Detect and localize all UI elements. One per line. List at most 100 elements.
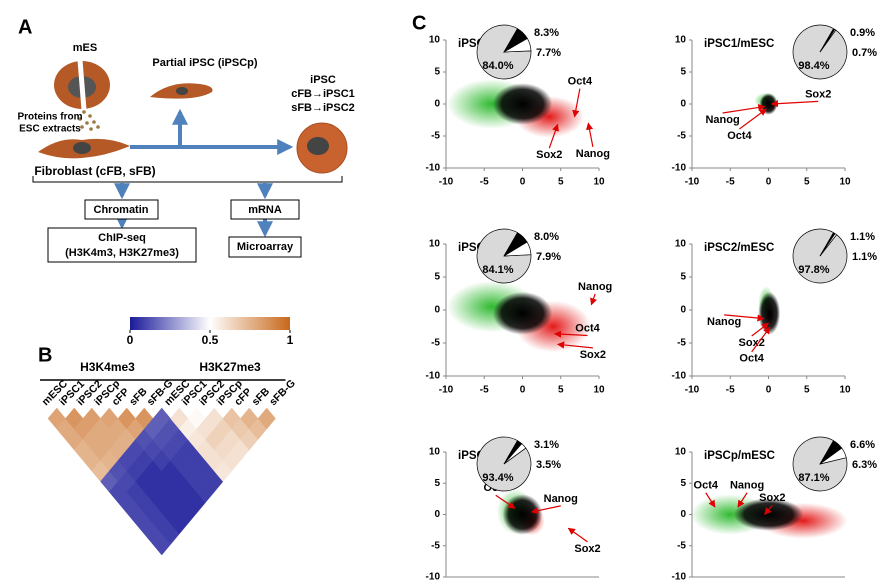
pie-label: 1.1% [852, 251, 877, 263]
pie-slice [503, 37, 532, 53]
annotation: Nanog [707, 316, 741, 328]
y-tick-label: 10 [429, 239, 441, 250]
y-tick-label: -10 [426, 163, 441, 174]
annotation: Nanog [730, 480, 764, 492]
label: Fibroblast (cFB, sFB) [34, 164, 155, 178]
x-tick-label: 5 [804, 177, 810, 188]
x-tick-label: 0 [520, 177, 526, 188]
pie-label: 7.7% [536, 47, 561, 59]
box [47, 227, 197, 263]
pie-label: 8.0% [534, 231, 559, 243]
pie-label: 93.4% [482, 472, 513, 484]
y-tick-label: -10 [672, 572, 687, 583]
annotation: Sox2 [805, 88, 831, 100]
cut [77, 59, 87, 111]
y-tick-label: 5 [434, 272, 440, 283]
annotation: Oct4 [568, 76, 593, 88]
pie-label: 84.1% [482, 264, 513, 276]
y-tick-label: 10 [675, 447, 687, 458]
pie-slice [819, 28, 837, 53]
x-tick-label: 5 [558, 385, 564, 396]
x-tick-label: 5 [804, 385, 810, 396]
label: ChIP-seq [98, 232, 146, 244]
pie-label: 6.6% [850, 439, 875, 451]
chart-title: iPSC1/mESC [704, 38, 774, 50]
pie-label: 84.0% [482, 60, 513, 72]
y-tick-label: -5 [431, 338, 440, 349]
label: Chromatin [94, 204, 149, 216]
annotation-arrow [722, 103, 766, 114]
x-tick-label: -10 [685, 177, 700, 188]
point-cloud [492, 291, 553, 335]
annotation: Oct4 [727, 130, 752, 142]
panel-label: C [412, 12, 426, 34]
y-tick-label: 10 [675, 35, 687, 46]
x-tick-label: 10 [593, 177, 605, 188]
x-tick-label: -5 [480, 177, 489, 188]
pie-label: 98.4% [798, 60, 829, 72]
y-tick-label: 5 [680, 272, 686, 283]
annotation: Oct4 [575, 322, 600, 334]
y-tick-label: -5 [677, 540, 686, 551]
pie-label: 7.9% [536, 251, 561, 263]
annotation-arrow [567, 527, 588, 543]
y-tick-label: 0 [680, 99, 686, 110]
panel-label: A [18, 16, 32, 38]
y-tick-label: -10 [672, 371, 687, 382]
y-tick-label: -10 [426, 371, 441, 382]
y-tick-label: 5 [434, 478, 440, 489]
y-tick-label: -5 [677, 131, 686, 142]
box [228, 236, 302, 258]
label: Microarray [237, 241, 294, 253]
sample-label: sFB-G [267, 377, 298, 408]
box [84, 199, 159, 220]
nucleus [176, 87, 188, 95]
colorbar-tick-label: 1 [287, 333, 294, 347]
pie-label: 97.8% [798, 264, 829, 276]
y-tick-label: 0 [434, 305, 440, 316]
pie-label: 0.7% [852, 47, 877, 59]
annotation: Oct4 [739, 353, 764, 365]
heatmap-cell [257, 407, 276, 430]
label: Proteins from [17, 112, 82, 123]
nucleus [73, 142, 91, 154]
panel-label: B [38, 344, 52, 366]
label: mES [73, 42, 97, 54]
point-cloud [502, 494, 543, 535]
annotation: Oct4 [694, 480, 719, 492]
colorbar-tick-label: 0.5 [202, 333, 219, 347]
annotation: Sox2 [574, 543, 600, 555]
y-tick-label: -5 [431, 131, 440, 142]
y-tick-label: 10 [675, 239, 687, 250]
annotation-arrow [556, 341, 593, 349]
y-tick-label: 5 [680, 478, 686, 489]
annotation: Sox2 [759, 492, 785, 504]
x-tick-label: 10 [839, 177, 851, 188]
annotation: Sox2 [580, 349, 606, 361]
y-tick-label: 0 [680, 305, 686, 316]
pie-label: 3.1% [534, 439, 559, 451]
x-tick-label: 0 [520, 385, 526, 396]
label: cFB→iPSC1 [291, 88, 355, 100]
label: Partial iPSC (iPSCp) [152, 57, 257, 69]
pie-label: 3.5% [536, 459, 561, 471]
pie-label: 6.3% [852, 459, 877, 471]
y-tick-label: -10 [672, 163, 687, 174]
group-label: H3K4me3 [80, 360, 135, 374]
pie-label: 1.1% [850, 231, 875, 243]
y-tick-label: -10 [426, 572, 441, 583]
x-tick-label: 10 [593, 385, 605, 396]
annotation-arrow [770, 100, 819, 108]
label: mRNA [248, 204, 282, 216]
annotation: Sox2 [536, 149, 562, 161]
x-tick-label: -10 [685, 385, 700, 396]
x-tick-label: -10 [439, 385, 454, 396]
point-cloud [492, 83, 553, 125]
annotation-arrow [530, 505, 561, 515]
group-label: H3K27me3 [199, 360, 261, 374]
annotation-arrow [495, 494, 516, 509]
box [230, 199, 300, 220]
label: iPSC [310, 74, 336, 86]
annotation-arrow [751, 326, 771, 353]
x-tick-label: 10 [839, 385, 851, 396]
